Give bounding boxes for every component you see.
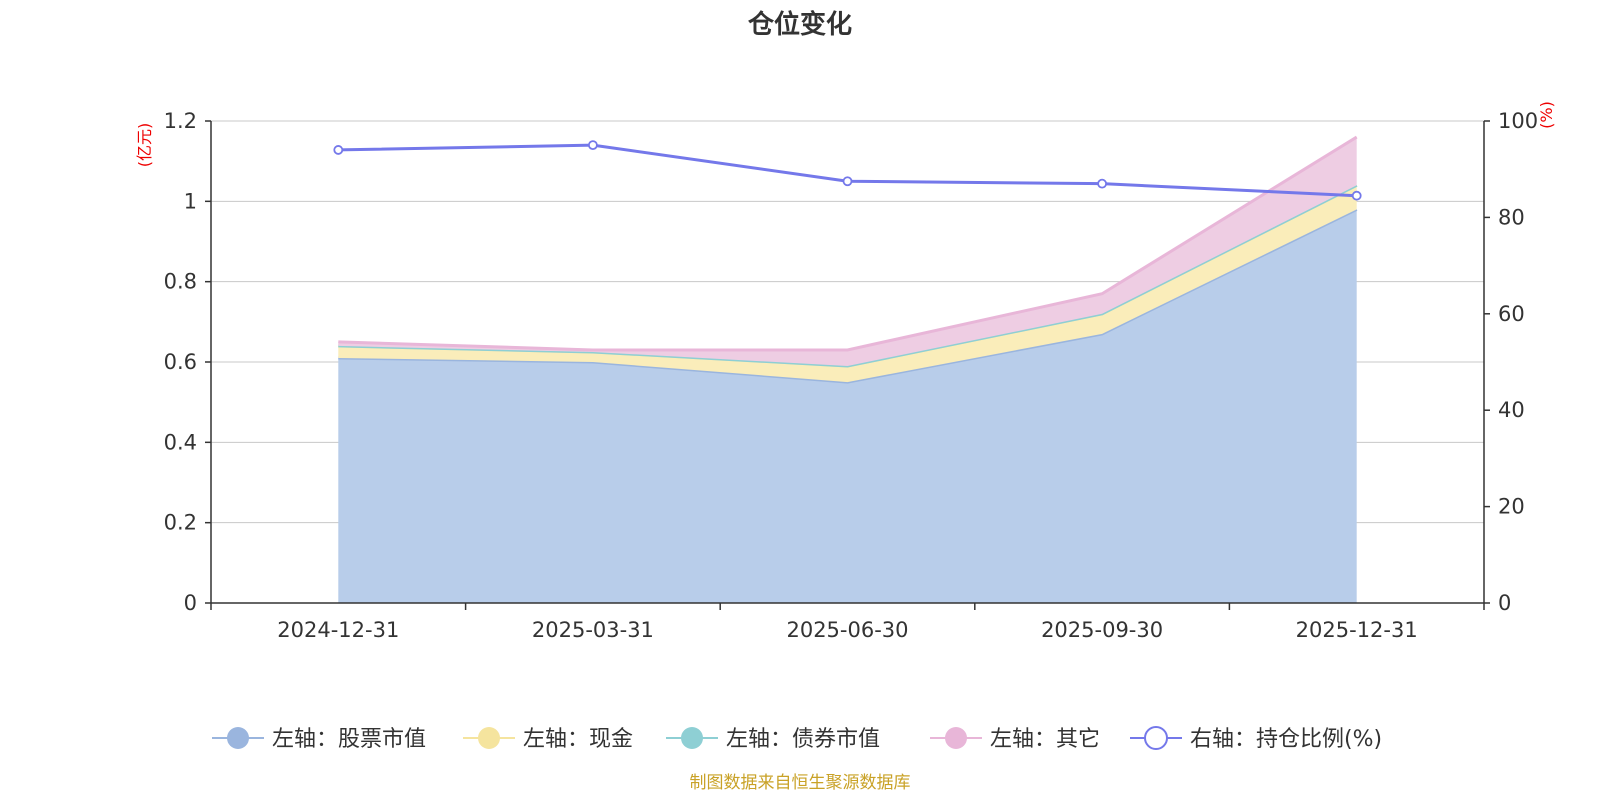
x-tick-label: 2025-03-31 — [532, 618, 654, 642]
axes: 0 0.2 0.4 0.6 0.8 1 1.2 0 20 40 60 80 100 2024-12-31 2… — [164, 109, 1539, 642]
left-tick-label: 1 — [184, 189, 197, 213]
x-tick-label: 2025-12-31 — [1296, 618, 1418, 642]
area-3 — [338, 137, 1357, 367]
left-tick-label: 1.2 — [164, 109, 197, 133]
right-tick-label: 60 — [1498, 302, 1525, 326]
left-axis-unit: (亿元) — [135, 123, 154, 168]
ratio-point — [1351, 190, 1362, 201]
legend-marker — [945, 727, 967, 749]
area-0 — [338, 209, 1357, 603]
legend-label: 左轴：股票市值 — [272, 727, 426, 752]
legend-marker — [1144, 726, 1168, 750]
ratio-point — [333, 145, 344, 155]
legend: 左轴：股票市值 左轴：现金 左轴：债券市值 左轴：其它 右轴：持仓比例(%) — [212, 726, 1382, 752]
legend-marker — [478, 727, 500, 749]
legend-marker — [227, 727, 249, 749]
right-tick-label: 100 — [1498, 109, 1538, 133]
chart-title: 仓位变化 — [747, 9, 852, 40]
right-tick-label: 80 — [1498, 205, 1525, 229]
legend-marker — [681, 727, 703, 749]
left-tick-label: 0.4 — [164, 430, 197, 454]
legend-label: 左轴：其它 — [990, 727, 1100, 752]
x-tick-label: 2025-06-30 — [786, 618, 908, 642]
stacked-areas — [338, 135, 1358, 603]
right-tick-label: 20 — [1498, 495, 1525, 519]
left-tick-label: 0.6 — [164, 350, 197, 374]
x-tick-label: 2024-12-31 — [277, 618, 399, 642]
right-tick-label: 40 — [1498, 398, 1525, 422]
area-1 — [338, 185, 1357, 383]
legend-label: 左轴：债券市值 — [726, 727, 880, 752]
ratio-line-path — [338, 143, 1357, 198]
right-tick-label: 0 — [1498, 591, 1511, 615]
legend-label: 左轴：现金 — [523, 727, 633, 752]
ratio-point — [842, 176, 853, 187]
right-axis-unit: (%) — [1537, 101, 1556, 129]
left-tick-label: 0.8 — [164, 270, 197, 294]
x-tick-label: 2025-09-30 — [1041, 618, 1163, 642]
left-tick-label: 0.2 — [164, 511, 197, 535]
legend-label: 右轴：持仓比例(%) — [1190, 727, 1382, 752]
ratio-point — [588, 140, 598, 151]
left-tick-label: 0 — [184, 591, 197, 615]
source-note: 制图数据来自恒生聚源数据库 — [690, 773, 911, 793]
area-edge-3 — [338, 135, 1358, 352]
ratio-point — [1097, 178, 1107, 189]
ratio-line — [333, 140, 1362, 201]
